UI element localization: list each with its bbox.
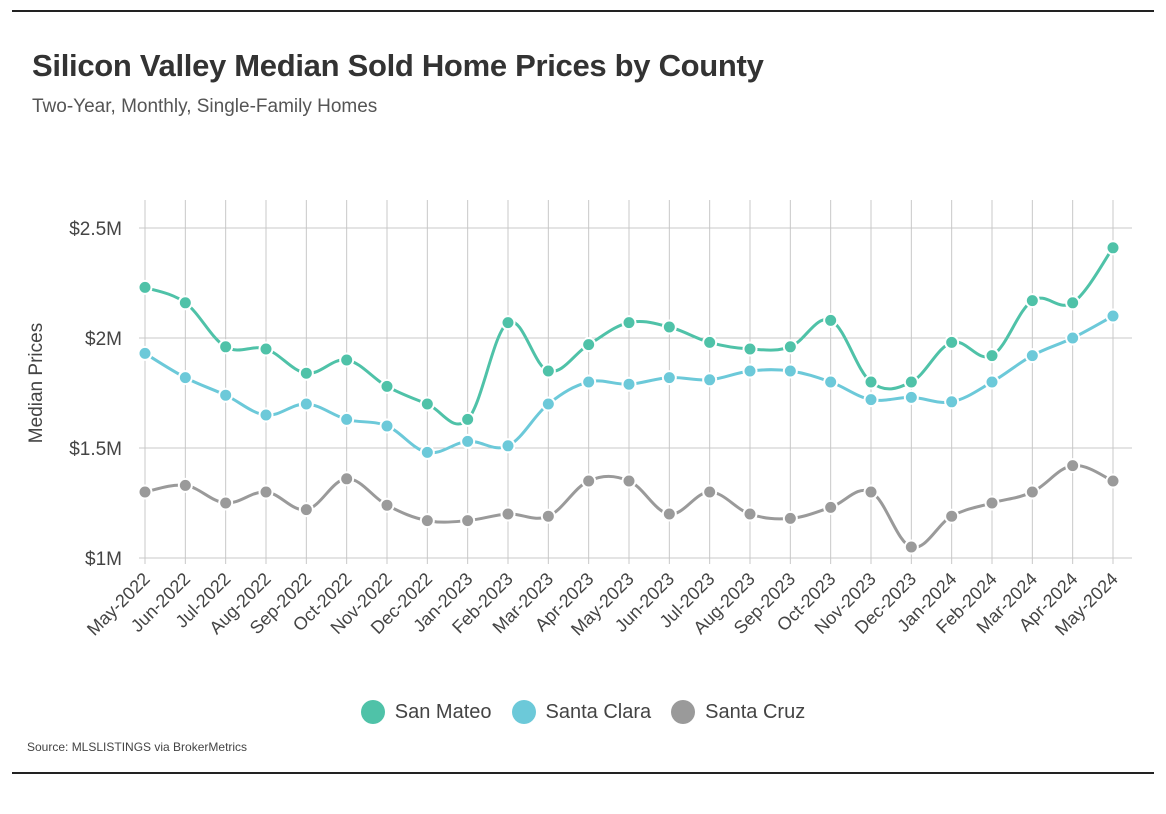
data-point-san-mateo	[218, 339, 234, 355]
data-point-santa-clara	[540, 396, 556, 412]
data-point-san-mateo	[1065, 295, 1081, 311]
data-point-santa-clara	[298, 396, 314, 412]
legend-label: Santa Clara	[545, 700, 652, 723]
data-point-santa-cruz	[419, 513, 435, 529]
data-point-santa-cruz	[984, 495, 1000, 511]
chart-title: Silicon Valley Median Sold Home Prices b…	[32, 48, 764, 83]
data-point-santa-cruz	[661, 506, 677, 522]
data-point-santa-cruz	[863, 484, 879, 500]
legend-item-santa-clara: Santa Clara	[511, 700, 652, 724]
data-point-san-mateo	[460, 411, 476, 427]
data-point-san-mateo	[540, 363, 556, 379]
legend-label: Santa Cruz	[705, 700, 806, 723]
data-point-san-mateo	[1105, 240, 1121, 256]
data-point-santa-cruz	[782, 510, 798, 526]
data-point-san-mateo	[379, 378, 395, 394]
data-point-san-mateo	[863, 374, 879, 390]
data-point-santa-cruz	[218, 495, 234, 511]
y-tick-label: $1.5M	[69, 439, 122, 460]
data-point-san-mateo	[258, 341, 274, 357]
data-point-san-mateo	[742, 341, 758, 357]
data-point-san-mateo	[581, 337, 597, 353]
data-point-santa-cruz	[379, 497, 395, 513]
data-point-santa-cruz	[137, 484, 153, 500]
data-point-santa-clara	[379, 418, 395, 434]
data-point-santa-clara	[1065, 330, 1081, 346]
bottom-rule	[12, 772, 1154, 774]
data-point-santa-clara	[339, 411, 355, 427]
legend-item-san-mateo: San Mateo	[360, 700, 492, 724]
data-point-san-mateo	[419, 396, 435, 412]
data-point-san-mateo	[782, 339, 798, 355]
data-point-santa-clara	[702, 372, 718, 388]
chart-subtitle: Two-Year, Monthly, Single-Family Homes	[32, 96, 378, 117]
data-point-santa-clara	[903, 389, 919, 405]
data-point-san-mateo	[944, 334, 960, 350]
data-point-santa-cruz	[702, 484, 718, 500]
data-point-san-mateo	[823, 312, 839, 328]
data-point-santa-clara	[218, 387, 234, 403]
data-point-santa-cruz	[540, 508, 556, 524]
data-point-san-mateo	[903, 374, 919, 390]
data-point-santa-clara	[823, 374, 839, 390]
data-point-santa-clara	[1024, 348, 1040, 364]
data-point-santa-clara	[419, 444, 435, 460]
source-note: Source: MLSLISTINGS via BrokerMetrics	[27, 740, 248, 754]
data-point-santa-clara	[621, 376, 637, 392]
data-point-santa-clara	[661, 370, 677, 386]
chart-legend: San Mateo Santa Clara Santa Cruz	[0, 700, 1166, 724]
data-point-santa-cruz	[177, 477, 193, 493]
data-point-santa-clara	[944, 394, 960, 410]
legend-label: San Mateo	[394, 700, 492, 723]
data-point-san-mateo	[621, 315, 637, 331]
data-point-santa-clara	[1105, 308, 1121, 324]
data-point-san-mateo	[177, 295, 193, 311]
y-tick-label: $1M	[85, 549, 122, 570]
y-tick-label: $2.5M	[69, 219, 122, 240]
data-point-san-mateo	[1024, 293, 1040, 309]
y-axis-label: Median Prices	[26, 323, 47, 443]
data-point-santa-clara	[500, 438, 516, 454]
legend-swatch	[360, 700, 385, 724]
data-point-santa-cruz	[460, 513, 476, 529]
data-point-santa-clara	[782, 363, 798, 379]
data-point-santa-cruz	[500, 506, 516, 522]
data-point-santa-clara	[460, 433, 476, 449]
data-point-santa-cruz	[1105, 473, 1121, 489]
data-point-santa-clara	[984, 374, 1000, 390]
data-point-san-mateo	[984, 348, 1000, 364]
data-point-santa-cruz	[742, 506, 758, 522]
data-point-san-mateo	[500, 315, 516, 331]
data-point-santa-cruz	[621, 473, 637, 489]
data-point-santa-cruz	[1024, 484, 1040, 500]
data-point-santa-cruz	[823, 499, 839, 515]
legend-swatch	[511, 700, 536, 724]
top-rule	[12, 10, 1154, 12]
data-point-san-mateo	[137, 279, 153, 295]
data-point-santa-cruz	[1065, 458, 1081, 474]
data-point-santa-cruz	[944, 508, 960, 524]
data-point-santa-clara	[863, 392, 879, 408]
legend-swatch	[671, 700, 696, 724]
data-point-santa-clara	[177, 370, 193, 386]
data-point-san-mateo	[339, 352, 355, 368]
data-point-santa-cruz	[258, 484, 274, 500]
data-point-san-mateo	[661, 319, 677, 335]
legend-item-santa-cruz: Santa Cruz	[671, 700, 805, 724]
data-point-santa-cruz	[581, 473, 597, 489]
data-point-santa-clara	[137, 345, 153, 361]
data-point-santa-cruz	[903, 539, 919, 555]
data-point-santa-cruz	[298, 502, 314, 518]
data-point-santa-cruz	[339, 471, 355, 487]
data-point-santa-clara	[258, 407, 274, 423]
y-tick-label: $2M	[85, 329, 122, 350]
data-point-santa-clara	[742, 363, 758, 379]
data-point-santa-clara	[581, 374, 597, 390]
data-point-san-mateo	[298, 365, 314, 381]
data-point-san-mateo	[702, 334, 718, 350]
